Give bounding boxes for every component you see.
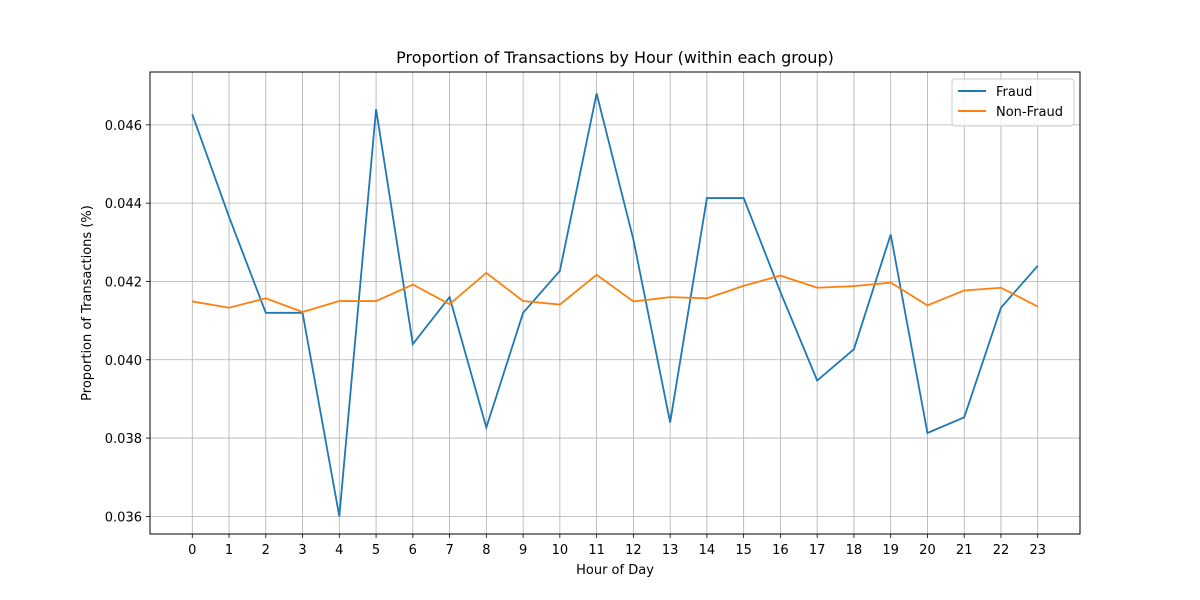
x-tick-label: 22 bbox=[993, 543, 1010, 558]
x-tick-label: 21 bbox=[956, 543, 973, 558]
y-axis-title: Proportion of Transactions (%) bbox=[80, 205, 95, 401]
x-tick-label: 14 bbox=[699, 543, 716, 558]
y-tick-label: 0.040 bbox=[105, 354, 142, 369]
x-tick-label: 8 bbox=[482, 543, 490, 558]
x-tick-label: 11 bbox=[588, 543, 605, 558]
plot-area bbox=[150, 72, 1080, 534]
x-tick-label: 9 bbox=[519, 543, 527, 558]
plot-frame bbox=[149, 71, 1081, 535]
x-tick-label: 10 bbox=[552, 543, 569, 558]
x-tick-label: 3 bbox=[298, 543, 306, 558]
x-tick-label: 12 bbox=[625, 543, 642, 558]
series-line-fraud bbox=[191, 93, 1039, 517]
x-axis-ticks: 0 1 2 3 4 5 6 7 8 9 10 11 12 13 14 15 16 17 18 19 20 21 22 23 bbox=[188, 534, 1046, 558]
x-tick-label: 16 bbox=[772, 543, 789, 558]
legend-label-fraud: Fraud bbox=[996, 85, 1032, 100]
x-tick-label: 5 bbox=[372, 543, 380, 558]
grid-lines bbox=[150, 72, 1080, 534]
legend-label-non-fraud: Non-Fraud bbox=[996, 105, 1063, 120]
x-tick-label: 1 bbox=[225, 543, 233, 558]
y-tick-label: 0.046 bbox=[105, 119, 142, 134]
x-tick-label: 19 bbox=[882, 543, 899, 558]
x-tick-label: 6 bbox=[409, 543, 417, 558]
x-tick-label: 2 bbox=[262, 543, 270, 558]
x-tick-label: 18 bbox=[846, 543, 863, 558]
series-line-non-fraud bbox=[192, 271, 1039, 313]
y-tick-label: 0.042 bbox=[105, 275, 142, 290]
x-tick-label: 7 bbox=[445, 543, 453, 558]
series-lines bbox=[191, 93, 1039, 517]
x-axis-title: Hour of Day bbox=[576, 563, 654, 578]
x-tick-label: 13 bbox=[662, 543, 679, 558]
x-tick-label: 20 bbox=[919, 543, 936, 558]
x-tick-label: 0 bbox=[188, 543, 196, 558]
x-tick-label: 23 bbox=[1029, 543, 1046, 558]
x-tick-label: 17 bbox=[809, 543, 826, 558]
x-tick-label: 15 bbox=[735, 543, 752, 558]
x-tick-label: 4 bbox=[335, 543, 343, 558]
chart-title: Proportion of Transactions by Hour (with… bbox=[396, 48, 834, 67]
y-axis-ticks: 0.036 0.038 0.040 0.042 0.044 0.046 bbox=[105, 119, 150, 525]
y-tick-label: 0.038 bbox=[105, 432, 142, 447]
y-tick-label: 0.044 bbox=[105, 197, 142, 212]
legend: Fraud Non-Fraud bbox=[951, 78, 1075, 127]
y-tick-label: 0.036 bbox=[105, 510, 142, 525]
